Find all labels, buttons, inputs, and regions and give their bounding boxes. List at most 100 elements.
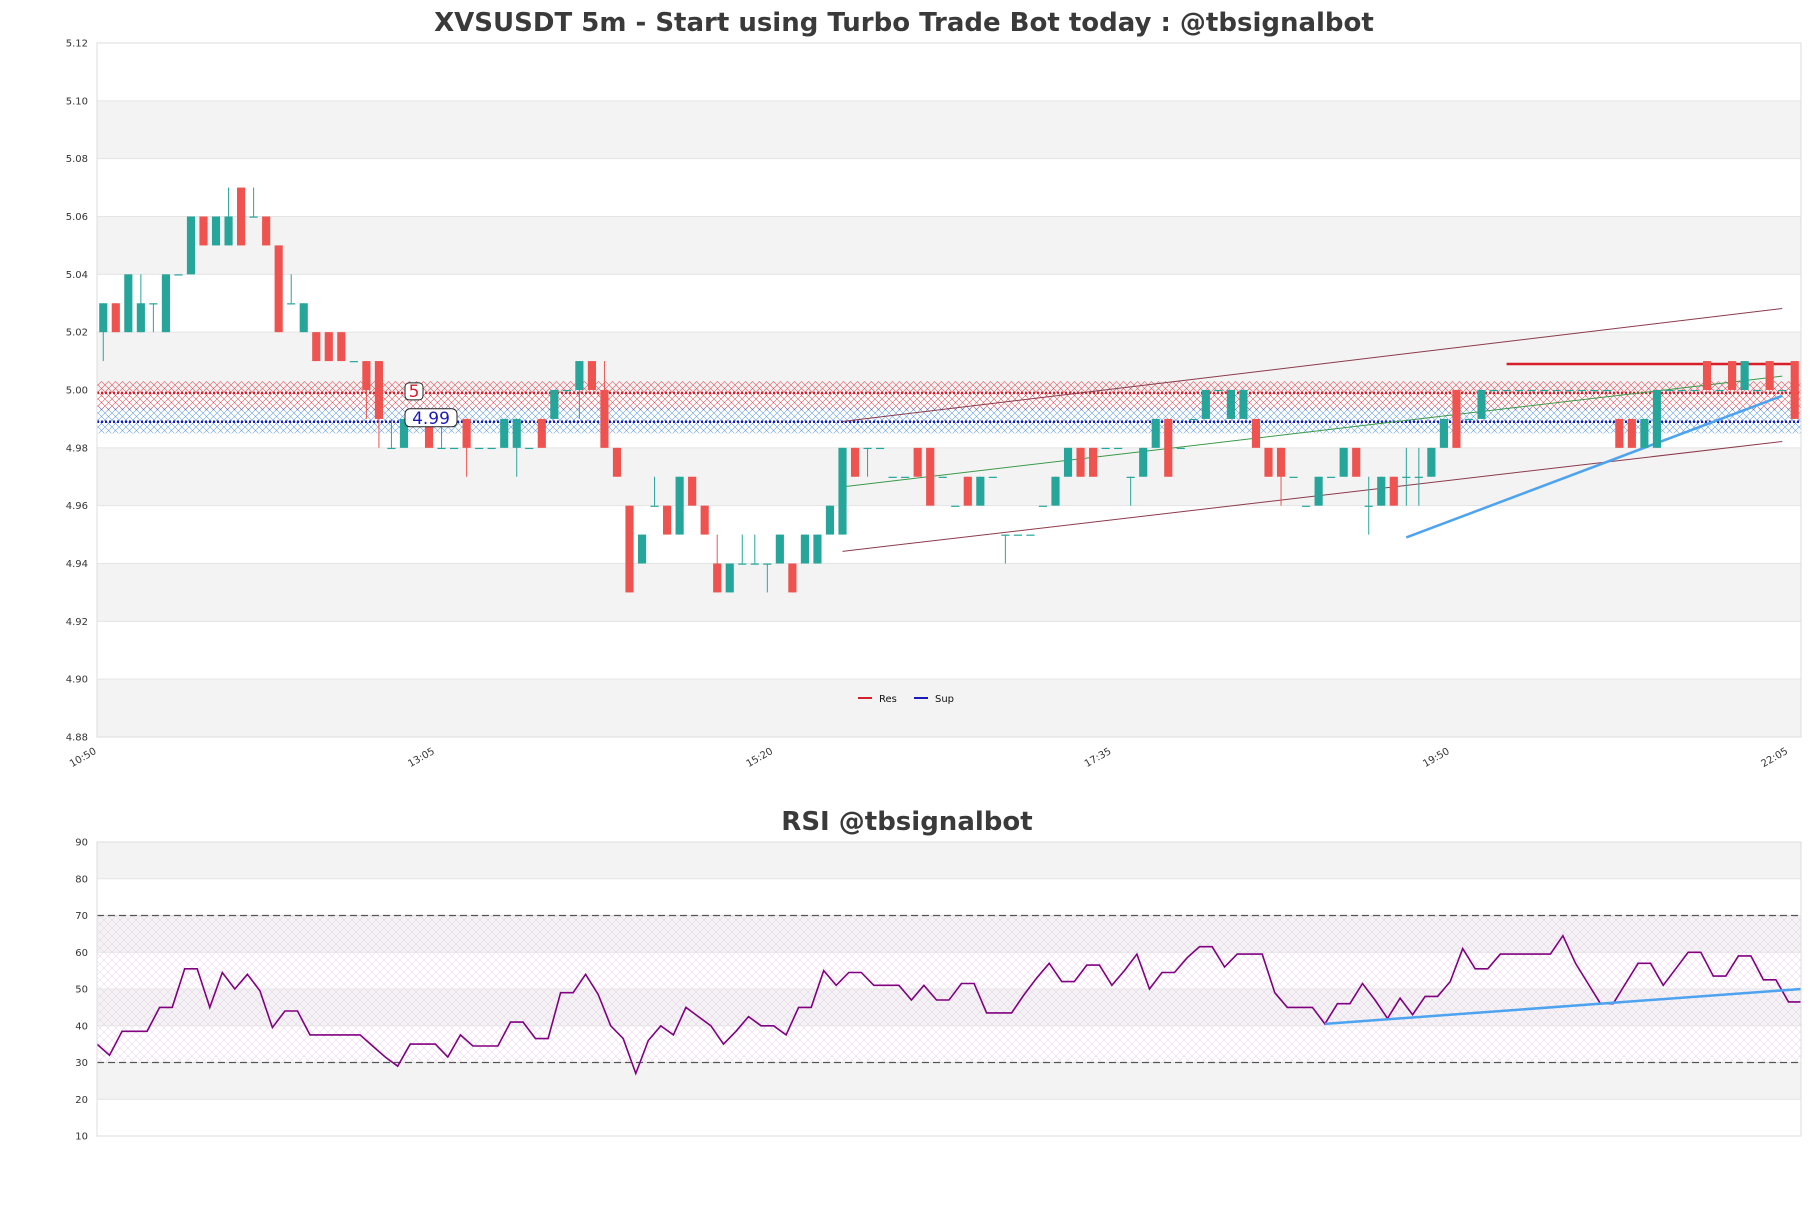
candle-body xyxy=(1464,418,1474,421)
candle-body xyxy=(1402,476,1411,478)
candle-body xyxy=(374,361,383,419)
price-y-tick-label: 5.12 xyxy=(66,39,88,50)
legend-sup-label: Sup xyxy=(935,694,954,705)
candle-body xyxy=(926,447,935,506)
candle-body xyxy=(1753,390,1762,392)
candle-body xyxy=(1389,476,1398,506)
candle-body xyxy=(337,332,346,362)
candle-body xyxy=(1552,390,1561,392)
price-y-tick-label: 4.98 xyxy=(66,443,88,454)
price-y-tick-label: 4.96 xyxy=(66,501,88,512)
candle-body xyxy=(876,447,885,450)
candle-body xyxy=(1352,447,1361,477)
price-band xyxy=(97,216,1801,275)
candle-body xyxy=(274,245,283,333)
level-labels: 54.99 xyxy=(404,382,458,429)
rsi-y-tick-label: 50 xyxy=(75,985,88,996)
candle-body xyxy=(1013,534,1022,536)
candle-body xyxy=(575,361,584,390)
candle-body xyxy=(525,447,534,450)
candle-body xyxy=(938,476,947,478)
candle-body xyxy=(186,216,196,275)
candle-body xyxy=(1602,390,1611,392)
candle-body xyxy=(725,563,734,593)
res-label-box xyxy=(404,382,424,401)
candle-body xyxy=(475,447,484,450)
res-zone xyxy=(97,381,1801,411)
candle-body xyxy=(1114,447,1123,450)
candle-body xyxy=(1527,390,1536,392)
sup-label: 4.99 xyxy=(412,409,450,429)
price-y-tick-label: 5.02 xyxy=(66,328,88,339)
candle-body xyxy=(1627,418,1636,448)
candle-body xyxy=(1226,390,1235,419)
candle-body xyxy=(1515,390,1524,392)
rsi-y-tick-label: 90 xyxy=(75,838,88,849)
candle-body xyxy=(262,216,271,246)
candle-body xyxy=(1577,390,1586,392)
candle-body xyxy=(888,476,897,478)
candle-body xyxy=(587,361,596,390)
candle-body xyxy=(1001,534,1010,536)
price-band xyxy=(97,447,1801,506)
candle-body xyxy=(450,447,459,450)
price-y-tick-label: 4.90 xyxy=(66,675,88,686)
candle-body xyxy=(500,418,509,448)
candle-body xyxy=(813,534,822,564)
candle-body xyxy=(1702,361,1712,390)
candle-body xyxy=(1665,390,1674,392)
candle-body xyxy=(775,534,784,564)
rsi-y-tick-label: 10 xyxy=(75,1132,88,1143)
candle-body xyxy=(1740,361,1749,390)
candle-body xyxy=(1026,534,1035,536)
trendline xyxy=(842,307,1783,423)
price-x-tick-label: 10:50 xyxy=(68,746,98,770)
candle-body xyxy=(362,361,371,390)
candle-body xyxy=(1151,418,1160,448)
rsi-band xyxy=(97,1062,1801,1100)
candle-body xyxy=(136,303,145,333)
candle-body xyxy=(1540,390,1549,392)
candle-body xyxy=(1502,390,1511,392)
legend-res-label: Res xyxy=(879,694,897,705)
candle-body xyxy=(399,418,409,448)
rsi-y-tick-label: 20 xyxy=(75,1095,88,1106)
candle-body xyxy=(1364,505,1373,507)
candle-body xyxy=(1126,476,1135,478)
rsi-y-tick-label: 30 xyxy=(75,1058,88,1069)
candle-body xyxy=(1439,418,1448,448)
candle-body xyxy=(1690,390,1699,392)
price-x-tick-label: 17:35 xyxy=(1083,746,1113,770)
candle-body xyxy=(901,476,910,478)
candle-body xyxy=(1289,476,1298,478)
candle-body xyxy=(1214,390,1223,392)
candle-body xyxy=(1414,476,1423,478)
price-y-tick-label: 5.08 xyxy=(66,154,88,165)
candle-body xyxy=(688,476,697,506)
candle-body xyxy=(1565,390,1574,392)
candle-body xyxy=(1251,418,1261,448)
rsi-plot-frame xyxy=(96,841,1802,1137)
candle-body xyxy=(963,476,972,506)
rsi-chart-title: RSI @tbsignalbot xyxy=(781,807,1032,837)
legend: Res Sup xyxy=(858,694,954,705)
candle-body xyxy=(550,390,559,419)
candle-body xyxy=(349,361,358,363)
candle-body xyxy=(713,563,722,593)
trendline xyxy=(842,440,1783,552)
candle-body xyxy=(863,447,872,450)
price-y-tick-label: 4.88 xyxy=(66,733,88,744)
candle-body xyxy=(1139,447,1148,477)
price-band xyxy=(97,563,1801,622)
candle-body xyxy=(462,418,471,448)
price-y-tick-label: 5.06 xyxy=(66,212,88,223)
candle-body xyxy=(224,216,233,246)
price-x-tick-label: 19:50 xyxy=(1421,746,1451,770)
price-bands xyxy=(97,100,1801,737)
candle-body xyxy=(124,274,133,333)
rsi-band xyxy=(97,842,1801,879)
candle-body xyxy=(174,274,183,276)
candle-body xyxy=(988,476,997,478)
candle-body xyxy=(1176,447,1185,450)
candle-body xyxy=(612,447,622,477)
